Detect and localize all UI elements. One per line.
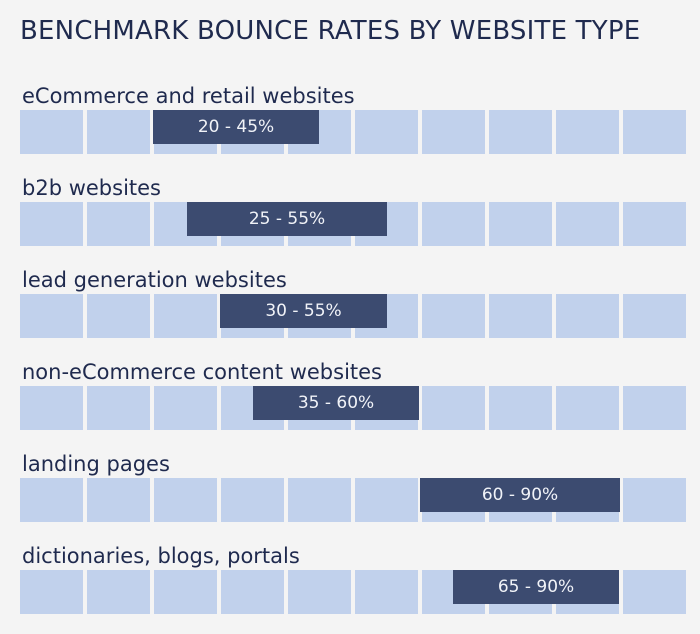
grid-cell — [422, 294, 485, 338]
range-label: 35 - 60% — [297, 393, 375, 413]
grid-cell — [221, 570, 284, 614]
grid-cell — [87, 294, 150, 338]
grid-cell — [20, 478, 83, 522]
grid-cell — [355, 110, 418, 154]
grid-cell — [489, 202, 552, 246]
category-label: landing pages — [22, 452, 170, 476]
grid-cell — [154, 294, 217, 338]
grid-cell — [355, 478, 418, 522]
grid-track: 20 - 45% — [20, 110, 686, 154]
grid-cell — [87, 570, 150, 614]
category-row: lead generation websites 30 - 55% — [0, 268, 700, 358]
range-bar: 20 - 45% — [153, 110, 319, 144]
grid-cell — [623, 202, 686, 246]
category-row: b2b websites 25 - 55% — [0, 176, 700, 266]
grid-cell — [221, 478, 284, 522]
grid-cell — [154, 570, 217, 614]
range-label: 65 - 90% — [497, 577, 575, 597]
grid-cell — [288, 570, 351, 614]
grid-cell — [556, 202, 619, 246]
grid-cell — [20, 386, 83, 430]
range-bar: 35 - 60% — [253, 386, 419, 420]
grid-cell — [489, 386, 552, 430]
grid-cell — [489, 110, 552, 154]
range-bar: 25 - 55% — [187, 202, 387, 236]
grid-cell — [87, 478, 150, 522]
category-label: eCommerce and retail websites — [22, 84, 355, 108]
category-label: non-eCommerce content websites — [22, 360, 382, 384]
range-label: 60 - 90% — [481, 485, 559, 505]
chart-title: BENCHMARK BOUNCE RATES BY WEBSITE TYPE — [20, 16, 641, 46]
grid-cell — [556, 386, 619, 430]
grid-cell — [422, 202, 485, 246]
range-bar: 30 - 55% — [220, 294, 387, 328]
range-bar: 60 - 90% — [420, 478, 620, 512]
grid-track: 60 - 90% — [20, 478, 686, 522]
grid-cell — [87, 202, 150, 246]
range-label: 30 - 55% — [265, 301, 342, 321]
grid-cell — [489, 294, 552, 338]
grid-cell — [20, 570, 83, 614]
grid-cell — [623, 478, 686, 522]
category-row: landing pages 60 - 90% — [0, 452, 700, 542]
category-row: dictionaries, blogs, portals 65 - 90% — [0, 544, 700, 634]
range-label: 25 - 55% — [248, 209, 326, 229]
grid-cell — [355, 570, 418, 614]
grid-cell — [556, 110, 619, 154]
grid-cell — [87, 386, 150, 430]
grid-cell — [623, 386, 686, 430]
category-label: dictionaries, blogs, portals — [22, 544, 300, 568]
range-bar: 65 - 90% — [453, 570, 619, 604]
grid-track: 65 - 90% — [20, 570, 686, 614]
grid-track: 35 - 60% — [20, 386, 686, 430]
grid-cell — [623, 570, 686, 614]
grid-cell — [154, 386, 217, 430]
grid-cell — [154, 478, 217, 522]
grid-cell — [422, 386, 485, 430]
grid-track: 25 - 55% — [20, 202, 686, 246]
grid-track: 30 - 55% — [20, 294, 686, 338]
category-row: eCommerce and retail websites 20 - 45% — [0, 84, 700, 174]
grid-cell — [623, 110, 686, 154]
grid-cell — [422, 110, 485, 154]
grid-cell — [20, 294, 83, 338]
grid-cell — [288, 478, 351, 522]
range-label: 20 - 45% — [197, 117, 275, 137]
grid-cell — [623, 294, 686, 338]
grid-cell — [87, 110, 150, 154]
category-row: non-eCommerce content websites 35 - 60% — [0, 360, 700, 450]
grid-cell — [20, 110, 83, 154]
category-label: b2b websites — [22, 176, 161, 200]
category-label: lead generation websites — [22, 268, 287, 292]
grid-cell — [20, 202, 83, 246]
grid-cell — [556, 294, 619, 338]
